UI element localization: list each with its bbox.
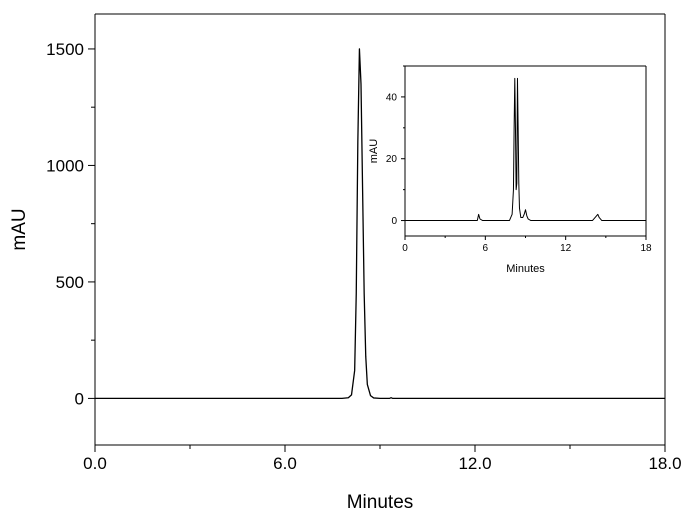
inset-series-line	[405, 77, 646, 222]
inset-y-tick-label: 40	[386, 92, 398, 103]
main-x-tick-label: 12.0	[458, 454, 491, 473]
inset-x-tick-label: 12	[560, 243, 572, 254]
main-x-tick-label: 6.0	[273, 454, 297, 473]
main-x-tick-label: 0.0	[83, 454, 107, 473]
inset-y-tick-label: 0	[391, 216, 397, 227]
inset-x-tick-label: 0	[402, 243, 408, 254]
main-y-axis-label: mAU	[9, 208, 30, 250]
inset-x-axis-label: Minutes	[506, 263, 545, 275]
inset-background	[405, 66, 646, 236]
inset-y-tick-label: 20	[386, 154, 398, 165]
main-series-line	[95, 48, 665, 400]
main-y-tick-label: 0	[75, 389, 84, 408]
main-x-tick-label: 18.0	[648, 454, 681, 473]
main-y-tick-label: 1000	[46, 156, 84, 175]
main-group: 0.0 6.0 12.0 18.0 0 500 1000 1500 Minutes mAU	[9, 13, 682, 513]
main-x-axis-label: Minutes	[347, 492, 414, 513]
main-y-tick-label: 1500	[46, 40, 84, 59]
inset-y-axis-label: mAU	[368, 139, 380, 164]
inset-group: 0 6 12 18 0 20 40 Minutes mAU	[368, 65, 652, 275]
main-y-tick-label: 500	[56, 273, 84, 292]
inset-x-tick-label: 18	[640, 243, 652, 254]
inset-x-tick-label: 6	[483, 243, 489, 254]
